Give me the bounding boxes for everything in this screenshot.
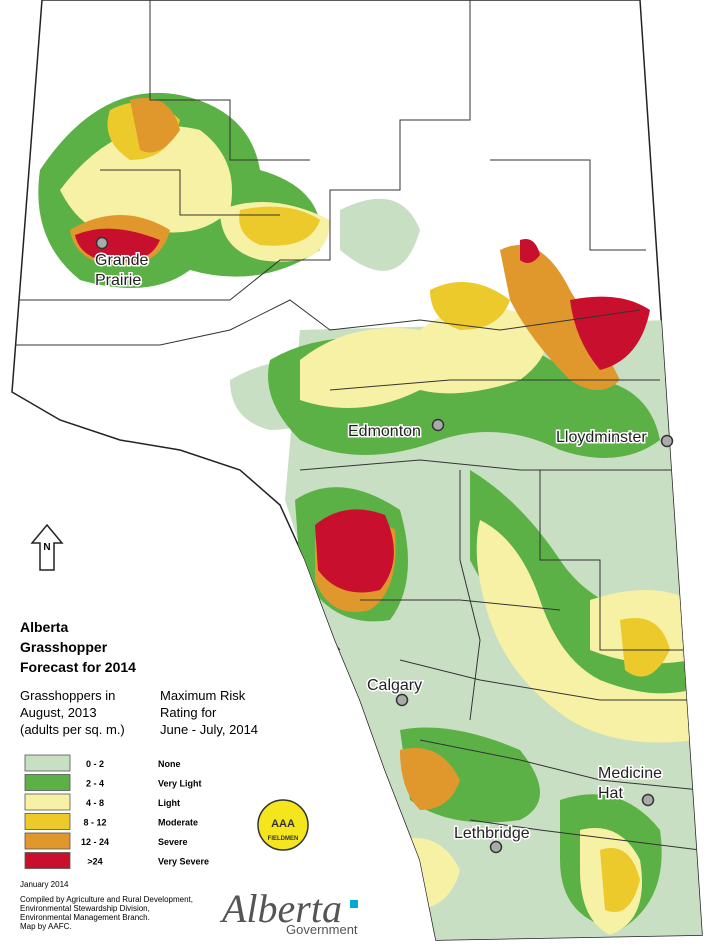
legend-range: 0 - 2 <box>86 759 104 769</box>
legend-range: 8 - 12 <box>83 818 106 828</box>
risk-area <box>75 228 160 263</box>
city-marker <box>431 418 445 432</box>
legend-range: 2 - 4 <box>86 779 104 789</box>
legend-rating: Severe <box>158 837 188 847</box>
credit: Environmental Stewardship Division, <box>20 904 150 913</box>
legend-rating: Very Severe <box>158 857 209 867</box>
legend-range: 4 - 8 <box>86 798 104 808</box>
risk-area <box>340 198 420 271</box>
legend-swatch <box>24 774 71 791</box>
risk-area <box>60 126 232 235</box>
city-marker <box>660 434 674 448</box>
logo-mark <box>350 900 358 908</box>
city-label: Grande <box>95 252 148 269</box>
city-marker <box>641 793 655 807</box>
city-marker <box>489 840 503 854</box>
legend-swatch <box>24 754 71 772</box>
city-marker <box>95 236 109 250</box>
risk-area <box>130 98 180 153</box>
risk-area <box>315 509 394 593</box>
risk-area <box>570 296 650 370</box>
map-title: Forecast for 2014 <box>20 659 136 675</box>
legend-swatch <box>24 793 71 811</box>
risk-area <box>430 282 510 330</box>
risk-area <box>520 239 540 264</box>
city-label: Hat <box>598 785 623 802</box>
date: January 2014 <box>20 880 69 889</box>
risk-area <box>476 520 695 743</box>
risk-area <box>400 748 460 810</box>
legend-swatch <box>24 832 71 850</box>
legend-header: Rating for <box>160 705 217 720</box>
credit: Environmental Management Branch. <box>20 913 150 922</box>
north-arrow <box>30 523 64 571</box>
risk-area <box>620 618 670 677</box>
legend-header: Grasshoppers in <box>20 688 115 703</box>
risk-area <box>300 307 547 408</box>
badge <box>257 799 309 851</box>
north-label: N <box>43 542 50 553</box>
legend-header: Maximum Risk <box>160 688 246 703</box>
credit: Compiled by Agriculture and Rural Develo… <box>20 895 193 904</box>
legend-swatch <box>24 813 71 830</box>
legend-rating: Very Light <box>158 779 202 789</box>
city-label: Edmonton <box>348 423 421 440</box>
legend-swatch <box>24 852 71 869</box>
badge-text: AAA <box>271 818 295 830</box>
map-title: Grasshopper <box>20 639 108 655</box>
legend-rating: Light <box>158 798 180 808</box>
city-label: Lloydminster <box>556 429 647 446</box>
legend-header: (adults per sq. m.) <box>20 722 125 737</box>
legend-rating: None <box>158 759 181 769</box>
map-title: Alberta <box>20 619 68 635</box>
logo-sub: Government <box>286 922 358 937</box>
legend-header: August, 2013 <box>20 705 97 720</box>
city-marker <box>395 693 409 707</box>
city-label: Lethbridge <box>454 825 530 842</box>
legend-range: 12 - 24 <box>81 837 109 847</box>
risk-area <box>239 206 320 246</box>
risk-areas <box>38 92 702 940</box>
city-label: Calgary <box>367 677 422 694</box>
city-label: Prairie <box>95 272 141 289</box>
logo: Alberta <box>219 886 342 931</box>
legend-header: June - July, 2014 <box>160 722 258 737</box>
legend-range: >24 <box>87 857 102 867</box>
city-label: Medicine <box>598 765 662 782</box>
badge-text: FIELDMEN <box>268 836 299 842</box>
risk-area <box>600 848 640 912</box>
credit: Map by AAFC. <box>20 922 72 931</box>
legend-rating: Moderate <box>158 818 198 828</box>
